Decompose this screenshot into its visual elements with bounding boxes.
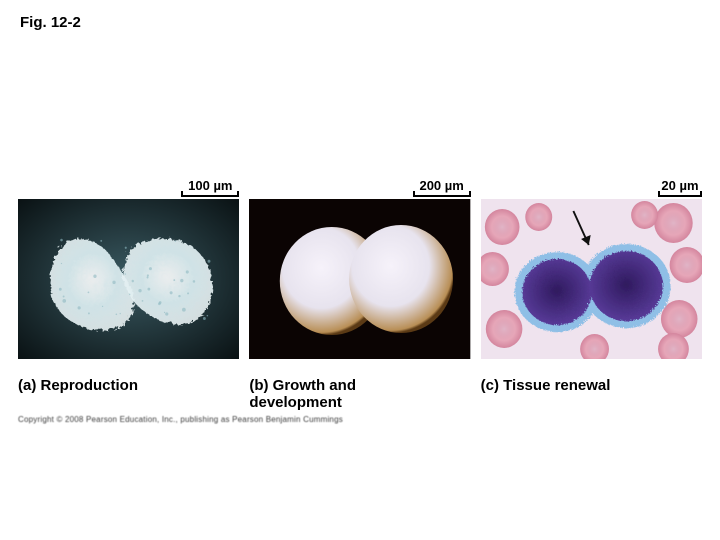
scale-bar-a: [181, 191, 239, 197]
copyright-text: Copyright © 2008 Pearson Education, Inc.…: [18, 415, 343, 424]
caption-a: (a) Reproduction: [18, 377, 218, 394]
figure-number: Fig. 12-2: [20, 14, 81, 31]
panel-b: 200 µm (b) Growth and development: [249, 175, 470, 412]
micrograph-c: [481, 199, 702, 359]
panel-c: 20 µm: [481, 175, 702, 412]
micrograph-b: [249, 199, 470, 359]
scale-bar-c: [658, 191, 702, 197]
caption-c: (c) Tissue renewal: [481, 377, 681, 394]
panel-row: 100 µm: [18, 175, 702, 412]
micrograph-a: [18, 199, 239, 359]
scale-row-a: 100 µm: [18, 175, 239, 197]
scale-row-b: 200 µm: [249, 175, 470, 197]
panel-a: 100 µm: [18, 175, 239, 412]
caption-b: (b) Growth and development: [249, 377, 449, 412]
scale-row-c: 20 µm: [481, 175, 702, 197]
scale-bar-b: [413, 191, 471, 197]
